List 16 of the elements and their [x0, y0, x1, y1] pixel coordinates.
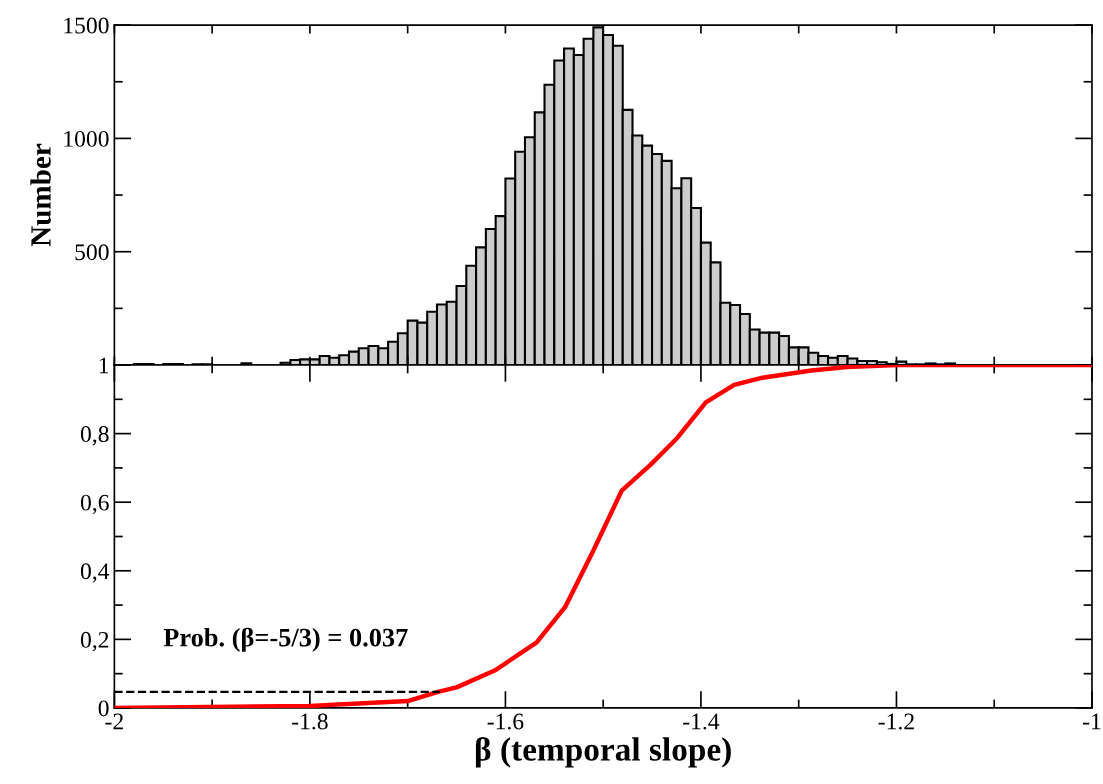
y-tick-label: 0,2 [80, 631, 109, 652]
y-tick-label: 0,8 [80, 426, 109, 446]
annotation: Prob. (β=-5/3) = 0.037 [163, 627, 408, 652]
y-tick-label: 0,4 [80, 563, 110, 583]
y-tick-label: 1500 [64, 17, 109, 34]
x-axis-title: β (temporal slope) [475, 737, 731, 768]
y-axis-title: Number [30, 143, 51, 247]
y-tick-label: 1000 [64, 130, 109, 147]
x-tick-label: -1.6 [487, 713, 524, 730]
y-tick-label: 500 [75, 244, 109, 261]
y-tick-label: 0,6 [80, 494, 109, 515]
x-tick-label: -1.2 [878, 713, 914, 730]
y-tick-label: 1 [99, 357, 109, 374]
x-tick-label: -1.4 [683, 713, 720, 730]
x-tick-label: -1 [1083, 713, 1101, 730]
x-tick-label: -1.8 [292, 713, 328, 730]
